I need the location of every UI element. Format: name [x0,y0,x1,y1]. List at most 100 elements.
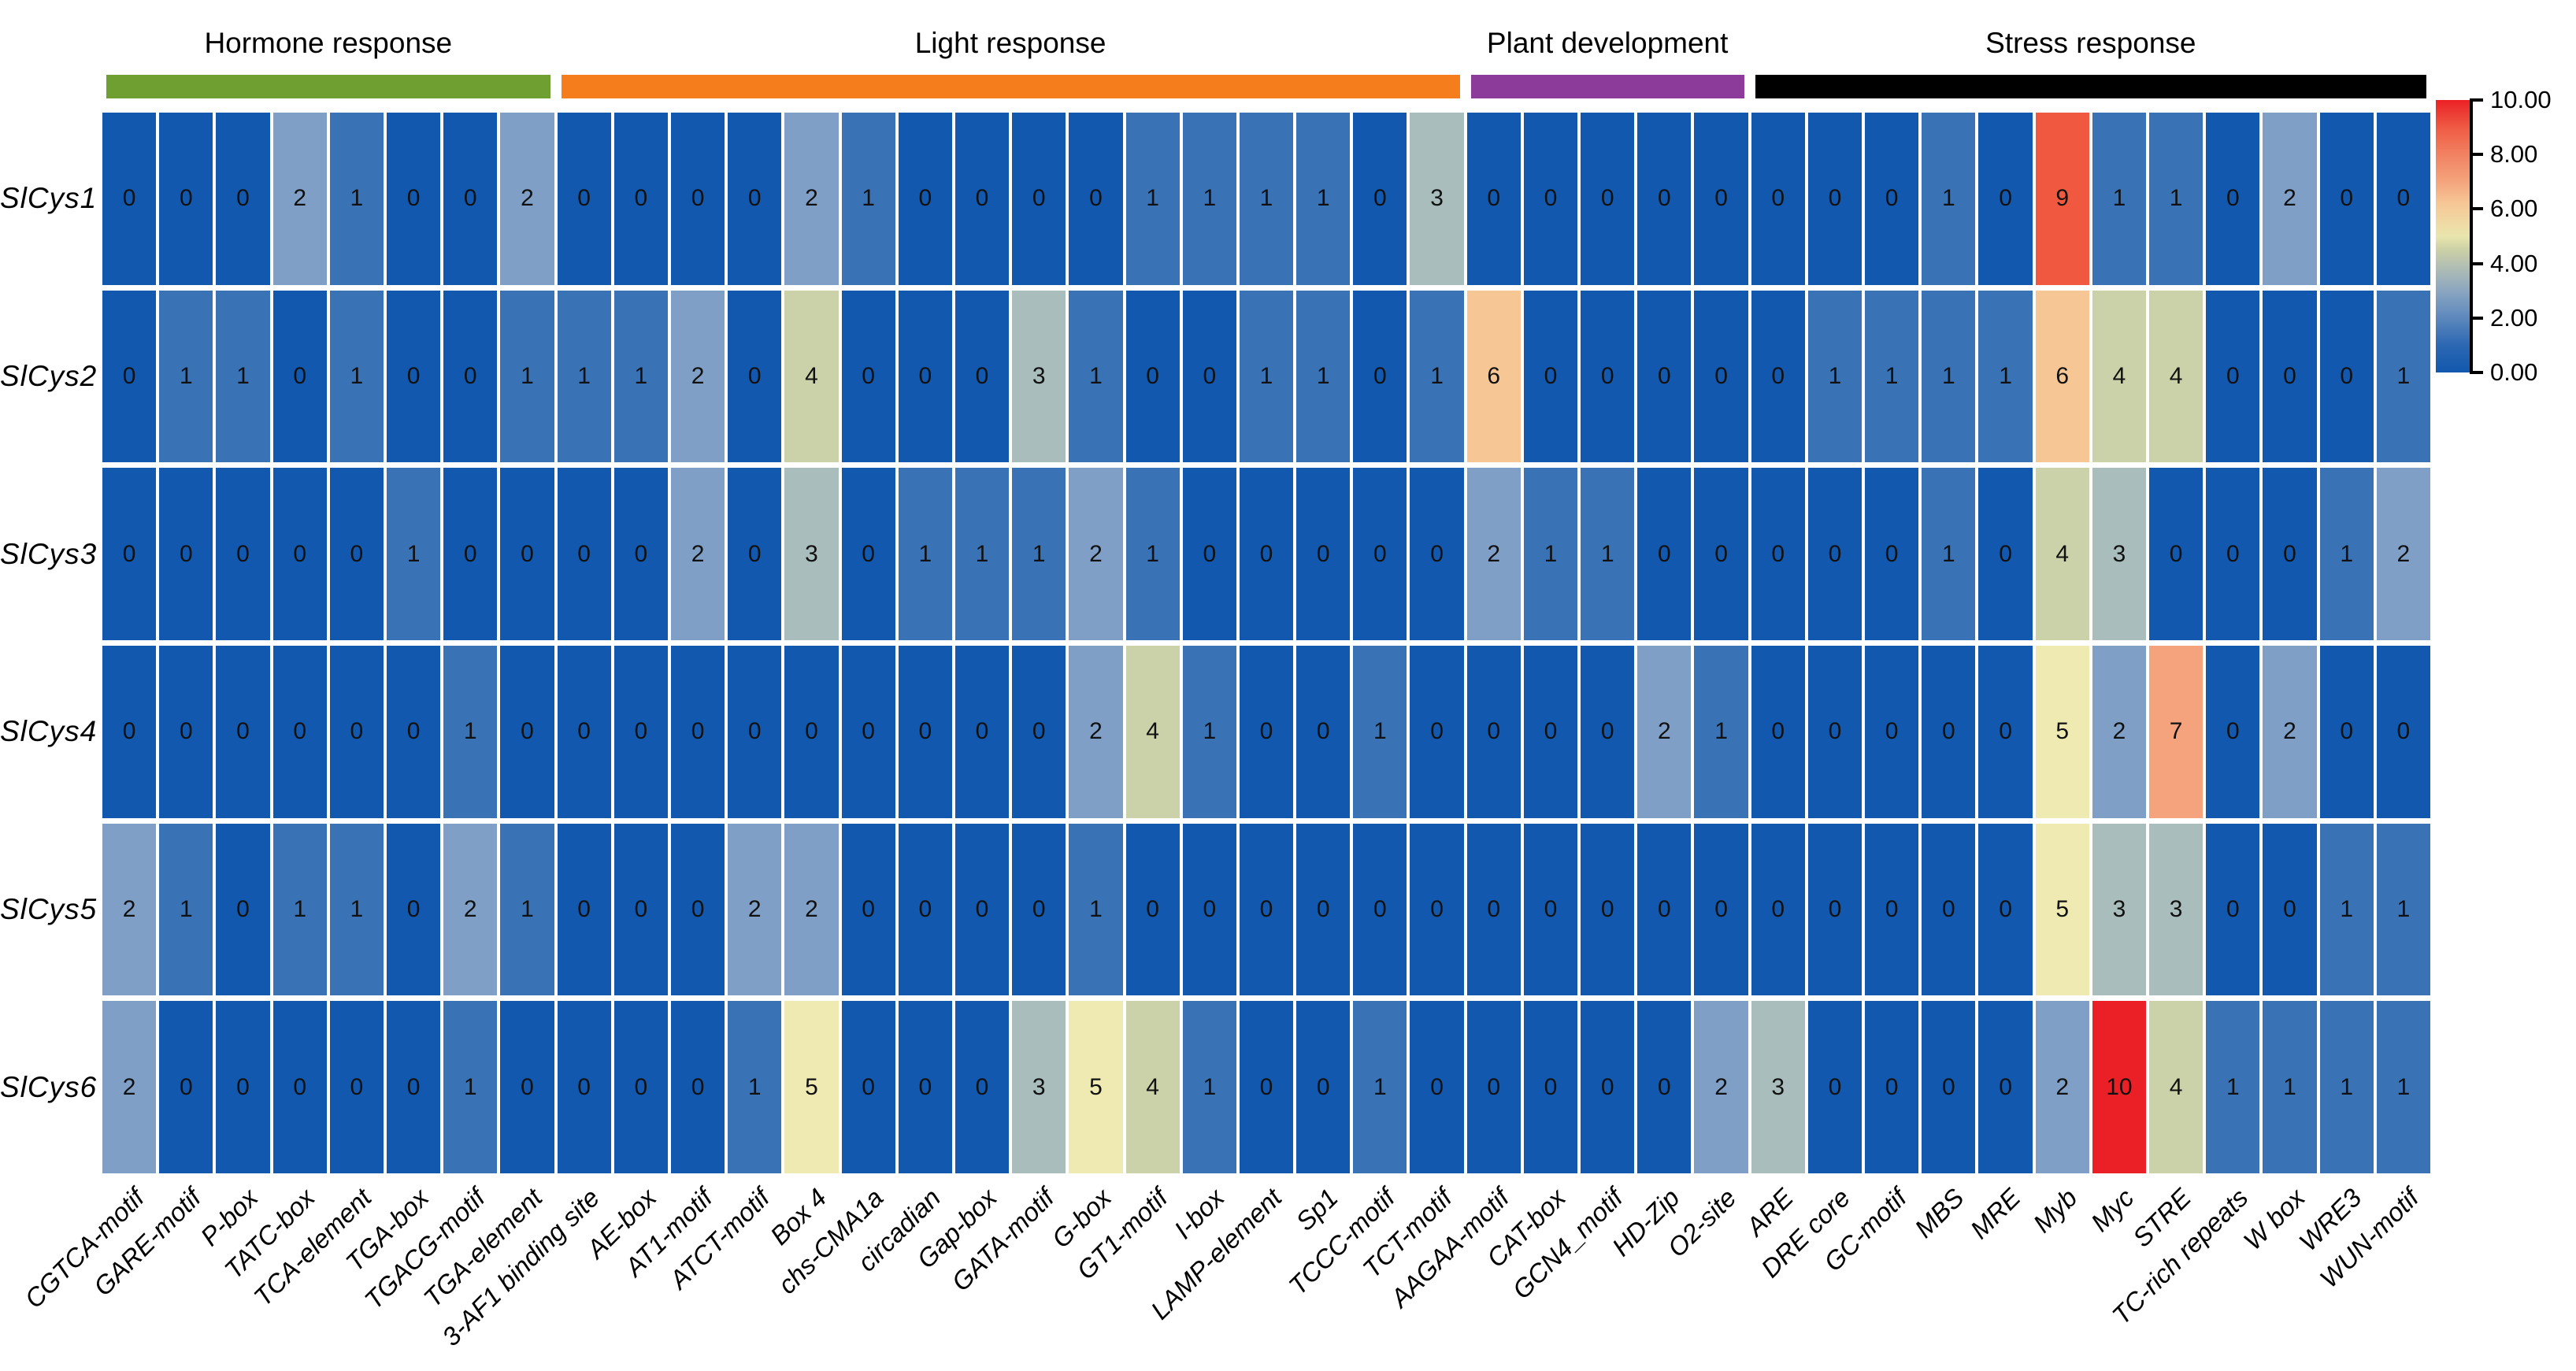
heatmap-cell: 0 [1581,113,1635,285]
cell-value: 4 [1146,718,1159,745]
heatmap-cell: 4 [784,290,839,463]
heatmap-cell: 0 [2319,113,2374,285]
cell-value: 0 [2283,362,2296,389]
heatmap-cell: 0 [1751,468,1805,640]
cell-value: 1 [1203,185,1217,212]
colorbar-tick-label: 2.00 [2490,303,2538,332]
cell-value: 0 [1032,895,1046,922]
cell-value: 0 [236,540,250,567]
cell-value: 2 [521,185,534,212]
heatmap-cell: 1 [2319,823,2374,996]
cell-value: 2 [2283,718,2296,745]
heatmap-cell: 0 [216,646,270,818]
cell-value: 0 [122,540,136,567]
cell-value: 0 [2396,718,2411,745]
heatmap-cell: 1 [1182,1001,1236,1173]
heatmap-cell: 0 [1637,468,1692,640]
cell-value: 0 [1032,718,1046,745]
group-bar-plant-development [1470,75,1744,98]
cell-value: 1 [747,1073,762,1100]
heatmap-cell: 4 [1125,646,1180,818]
heatmap-cell: 0 [216,823,270,996]
heatmap-cell: 0 [1466,823,1521,996]
heatmap-cell: 4 [2149,290,2203,463]
heatmap-cell: 1 [1807,290,1863,463]
cell-value: 0 [577,1073,591,1100]
heatmap-cell: 0 [1296,1001,1351,1173]
heatmap-cell: 1 [216,290,270,463]
cell-value: 0 [521,1073,534,1100]
motif-column-labels: CGTCA-motif GARE-motif P-box TATC-box TCA-el… [19,1178,2430,1371]
heatmap-cell: 1 [500,290,554,463]
heatmap-cell: 0 [1239,468,1294,640]
cell-value: 0 [1203,362,1217,389]
heatmap-cell: 0 [841,823,895,996]
cell-value: 0 [975,362,989,389]
cell-value: 0 [2283,895,2296,922]
heatmap-cell: 0 [272,290,327,463]
heatmap-cell: 5 [1069,1001,1123,1173]
cell-value: 0 [1203,895,1217,922]
heatmap-cell: 0 [1353,823,1407,996]
heatmap-cell: 0 [1865,646,1919,818]
heatmap-cell: 0 [329,1001,384,1173]
cell-value: 0 [2283,540,2296,567]
cell-value: 0 [236,185,250,212]
cell-value: 2 [691,362,705,389]
col-label: Myb [2027,1183,2083,1239]
col-label-cell: WUN-motif [2314,1178,2430,1371]
cell-value: 0 [1316,1073,1330,1100]
row-label-slcys3: SlCys3 [0,537,98,570]
heatmap-cell: 0 [1751,646,1805,818]
col-label-cell: W box [2237,1178,2316,1371]
cell-value: 0 [1487,185,1501,212]
cell-value: 1 [2283,1073,2296,1100]
cell-value: 0 [2226,718,2240,745]
cell-value: 0 [1430,1073,1444,1100]
cell-value: 1 [634,362,648,389]
heatmap-cell: 2 [2035,1001,2089,1173]
cell-value: 0 [1544,1073,1558,1100]
heatmap-cell: 0 [1012,823,1066,996]
column-group-titles: Hormone response Light response Plant deve… [102,22,2430,68]
heatmap-cell: 1 [2206,1001,2260,1173]
heatmap-cell: 0 [557,468,611,640]
cell-value: 0 [236,895,250,922]
cell-value: 0 [975,895,989,922]
heatmap-cell: 3 [2092,823,2147,996]
heatmap-cell: 1 [1694,646,1748,818]
heatmap-cell: 0 [1523,1001,1578,1173]
cell-value: 0 [1941,718,1955,745]
heatmap-cell: 1 [613,290,668,463]
cell-value: 0 [1999,185,2012,212]
heatmap-cell: 1 [1125,113,1180,285]
colorbar-tick [2473,316,2483,320]
heatmap-cell: 0 [784,646,839,818]
cell-value: 0 [406,362,421,389]
cell-value: 4 [1146,1073,1159,1100]
cell-value: 0 [862,362,875,389]
gene-row-labels: SlCys1 SlCys2 SlCys3 SlCys4 SlCys5 SlCys6 [0,113,96,1173]
cell-value: 2 [805,895,818,922]
heatmap-cell: 3 [1751,1001,1805,1173]
group-title-hormone-response: Hormone response [204,27,453,59]
heatmap-cell: 1 [1922,468,1976,640]
heatmap-cell: 1 [1069,823,1123,996]
cell-value: 0 [1146,895,1159,922]
heatmap-cell: 1 [1296,113,1351,285]
cell-value: 0 [634,895,648,922]
cell-value: 0 [1714,895,1728,922]
cell-value: 0 [1885,540,1899,567]
cell-value: 2 [2396,540,2411,567]
cell-value: 0 [1999,1073,2012,1100]
cell-value: 0 [1089,185,1103,212]
heatmap-cell: 0 [2263,823,2317,996]
cell-value: 1 [975,540,989,567]
heatmap-cell: 2 [1694,1001,1748,1173]
colorbar-tick [2473,207,2483,211]
heatmap-cell: 9 [2035,113,2089,285]
heatmap-cell: 0 [1922,1001,1976,1173]
cell-value: 0 [1714,185,1728,212]
heatmap-cell: 0 [102,646,157,818]
col-label-cell: TCA-element [248,1178,384,1371]
